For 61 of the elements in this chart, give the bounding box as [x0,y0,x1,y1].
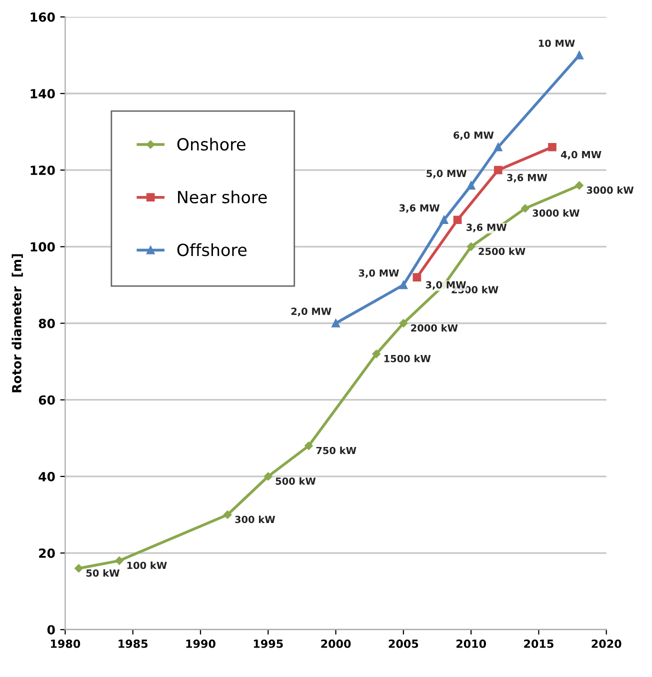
point [399,280,408,290]
point [494,166,502,174]
annotation: 100 kW [127,562,167,570]
annotation: 3,6 MW [507,174,548,182]
annotation: 50 kW [86,569,120,577]
annotation: 3,0 MW [358,269,399,278]
x-tick-label: 2005 [388,640,418,648]
annotation: 3000 kW [586,186,634,194]
point [412,273,422,282]
point [372,350,380,358]
y-tick-label: 0 [47,625,55,635]
y-axis-title: Rotor diameter [m] [12,254,23,392]
y-tick-label: 140 [30,88,55,98]
x-tick-label: 2015 [524,640,554,648]
point [115,556,124,565]
point [74,564,83,572]
point [548,142,556,152]
point [223,510,232,519]
annotation: 3,6 MW [399,204,440,213]
x-tick-label: 2020 [592,640,622,648]
point [466,242,476,251]
y-tick-label: 60 [38,395,55,405]
x-tick-label: 1990 [186,640,216,648]
annotation: 2500 kW [478,248,526,256]
annotation: 3000 kW [532,209,580,217]
y-tick-label: 120 [30,166,55,176]
point [453,216,462,224]
annotation: 4,0 MW [561,150,602,160]
y-tick-label: 100 [30,242,55,252]
annotation: 300 kW [235,516,276,524]
legend-label: Near shore [178,190,267,204]
x-tick-label: 2010 [456,640,486,648]
point [466,181,476,190]
annotation: 1500 kW [384,354,431,362]
point [575,181,584,190]
annotation: 500 kW [276,477,316,485]
annotation: 3,6 MW [466,224,507,232]
point [332,319,340,328]
annotation: 2000 kW [411,324,458,332]
x-tick-label: 1985 [118,640,148,648]
point [440,216,448,224]
point [521,204,530,213]
legend-label: Onshore [177,138,246,151]
legend-label: Offshore [177,243,247,256]
y-tick-label: 160 [30,12,55,22]
point [399,319,408,328]
point [575,51,584,60]
annotation: 5,0 MW [426,170,467,178]
y-tick-label: 40 [38,472,55,482]
point [304,442,313,450]
y-tick-label: 20 [39,548,55,558]
y-tick-label: 80 [38,318,55,328]
x-tick-label: 1995 [254,640,283,648]
annotation: 2,0 MW [291,308,332,316]
annotation: 6,0 MW [454,131,494,140]
x-tick-label: 2000 [321,640,351,648]
point [494,142,502,152]
annotation: 10 MW [538,40,575,47]
point [264,472,272,481]
x-tick-label: 1980 [50,640,80,648]
annotation: 750 kW [316,446,356,454]
